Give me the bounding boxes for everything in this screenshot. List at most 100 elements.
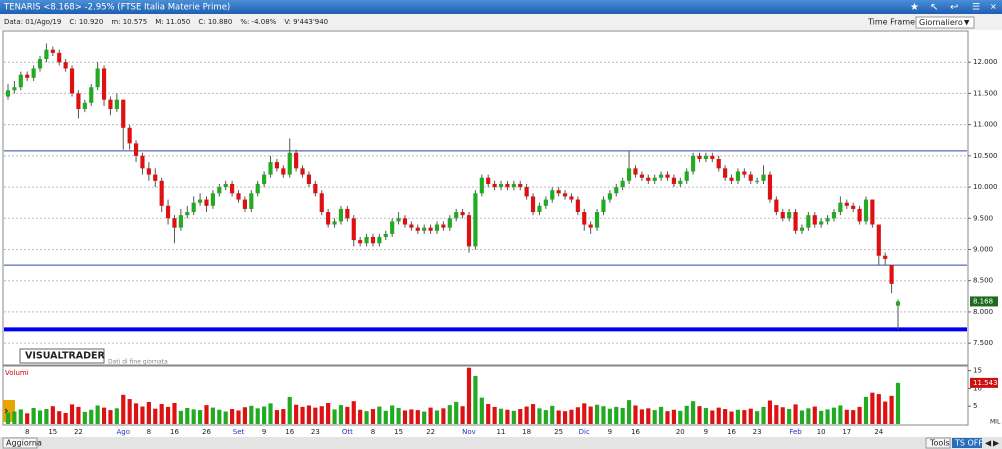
tools-button[interactable] [925,437,951,449]
volume-bar [530,404,536,424]
ts-label[interactable]: TS OFF [954,439,983,448]
arrow-icon[interactable]: ↖ [930,2,938,13]
candle-body [274,162,280,169]
candle-body [198,199,203,203]
time-frame-label: Time Frame [867,18,915,27]
candle-body [530,196,536,213]
candle-body [402,218,408,225]
candle-body [294,152,299,169]
volume-bar [306,405,312,424]
volume-bar [825,409,830,424]
volume-bar [146,401,151,424]
aggiorna-button[interactable] [2,437,38,449]
candle-body [351,218,356,241]
volume-bar [588,406,593,424]
candle-body [588,224,593,228]
candle-body [409,224,414,228]
time-frame-select[interactable] [915,16,975,29]
candle-body [703,155,708,159]
price-panel [2,30,969,366]
volume-bar [370,409,376,424]
candle-body [524,187,529,197]
volume-bar [338,405,344,424]
volume-bar [114,408,119,424]
candle-body [345,208,350,219]
back-icon[interactable]: ↩ [950,2,958,13]
candle-body [95,68,100,88]
volume-bar [63,412,68,424]
volume-bar [300,406,305,424]
menu-icon[interactable]: ☰ [972,3,980,13]
volume-bar [460,406,465,424]
info-group: Data: 01/Ago/19 C: 10.920 m: 10.575 M: 11.0… [4,18,328,26]
volume-bar [511,410,516,424]
x-tick-label: Dic [579,428,590,436]
volume-bar [364,411,369,424]
close-icon[interactable]: ✕ [990,3,997,12]
volume-bar [313,407,318,424]
candle-body [556,190,561,194]
scroll-right[interactable]: ▶ [993,439,1000,448]
candle-body [153,174,158,181]
volume-bar [396,407,401,424]
volume-bar [377,406,382,424]
volume-bar [345,406,350,424]
last-price-label: 8.168 [973,297,993,305]
candle-body [210,193,215,206]
volume-bar [50,406,55,424]
dropdown-arrow[interactable]: ▼ [964,19,970,27]
candle-body [601,199,606,213]
brand-note: Dati di fine giornata [108,359,168,366]
volume-bar [575,407,580,424]
candle-body [313,183,318,194]
info-item: Data: 01/Ago/19 [4,18,61,26]
volume-bar [710,410,715,424]
candle-body [82,102,87,110]
candle-body [767,174,773,200]
candle-body [44,49,49,60]
volume-bar [358,409,363,424]
volume-tick-label: 5 [973,402,977,410]
volume-bar [659,406,664,424]
aggiorna-label[interactable]: Aggiorna [6,439,42,448]
x-tick-label: 23 [753,428,762,436]
star-icon[interactable]: ★ [910,2,919,13]
tools-label[interactable]: Tools [929,439,950,448]
candle-body [562,193,568,197]
y-tick-label: 9.000 [973,246,993,254]
volume-bar [409,409,414,424]
time-frame-value[interactable]: Giornaliero [919,18,963,27]
candle-body [505,183,510,188]
candle-body [319,193,324,213]
volume-bar [780,407,785,424]
candle-body [159,180,164,206]
volume-bar [774,405,779,424]
candle-body [422,227,427,231]
volume-bar [159,404,164,424]
volume-bar [633,405,638,424]
candle-body [857,208,862,222]
scroll-left[interactable]: ◀ [985,439,992,448]
candle-body [460,212,465,216]
volume-bar [562,411,568,424]
candle-body [236,193,241,200]
volume-bar [607,408,612,424]
candle-body [358,240,363,244]
expand-arrow[interactable]: › [4,404,9,417]
volume-bar [217,409,222,424]
ts-button[interactable] [952,438,982,448]
candle-body [31,68,36,78]
volume-bar [691,401,696,424]
candle-body [338,208,344,222]
volume-bar [351,401,356,424]
candle-body [383,233,388,238]
candle-body [550,190,555,200]
y-tick-label: 10.500 [973,152,998,160]
last-volume-box [970,377,998,388]
volume-bar [537,408,542,424]
volume-bar [748,408,753,424]
candle-body [895,301,901,306]
candle-body [146,168,151,175]
x-tick-label: 18 [522,428,531,436]
volume-bar [851,410,856,424]
